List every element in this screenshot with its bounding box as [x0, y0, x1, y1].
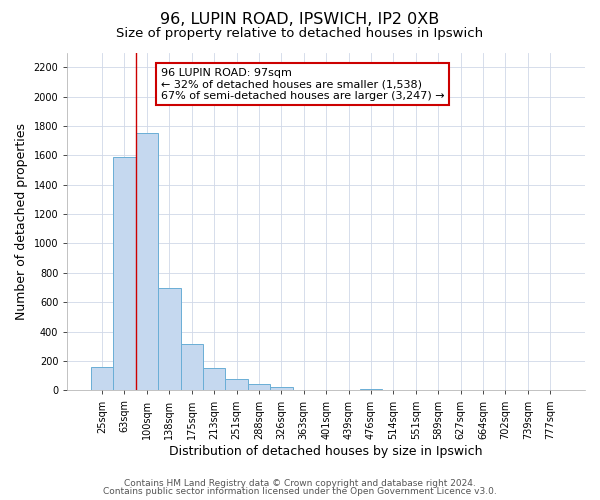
Text: Size of property relative to detached houses in Ipswich: Size of property relative to detached ho… — [116, 28, 484, 40]
Bar — [136, 132, 158, 390]
Y-axis label: Number of detached properties: Number of detached properties — [15, 123, 28, 320]
Text: 96, LUPIN ROAD, IPSWICH, IP2 0XB: 96, LUPIN ROAD, IPSWICH, IP2 0XB — [160, 12, 440, 28]
Bar — [360, 389, 382, 390]
Text: Contains HM Land Registry data © Crown copyright and database right 2024.: Contains HM Land Registry data © Crown c… — [124, 478, 476, 488]
Bar — [91, 367, 113, 390]
Text: 96 LUPIN ROAD: 97sqm
← 32% of detached houses are smaller (1,538)
67% of semi-de: 96 LUPIN ROAD: 97sqm ← 32% of detached h… — [161, 68, 444, 101]
Bar — [113, 157, 136, 390]
X-axis label: Distribution of detached houses by size in Ipswich: Distribution of detached houses by size … — [169, 444, 483, 458]
Bar — [203, 368, 226, 390]
Bar — [270, 388, 293, 390]
Bar — [248, 384, 270, 390]
Bar — [226, 378, 248, 390]
Text: Contains public sector information licensed under the Open Government Licence v3: Contains public sector information licen… — [103, 487, 497, 496]
Bar — [158, 288, 181, 391]
Bar — [181, 344, 203, 391]
